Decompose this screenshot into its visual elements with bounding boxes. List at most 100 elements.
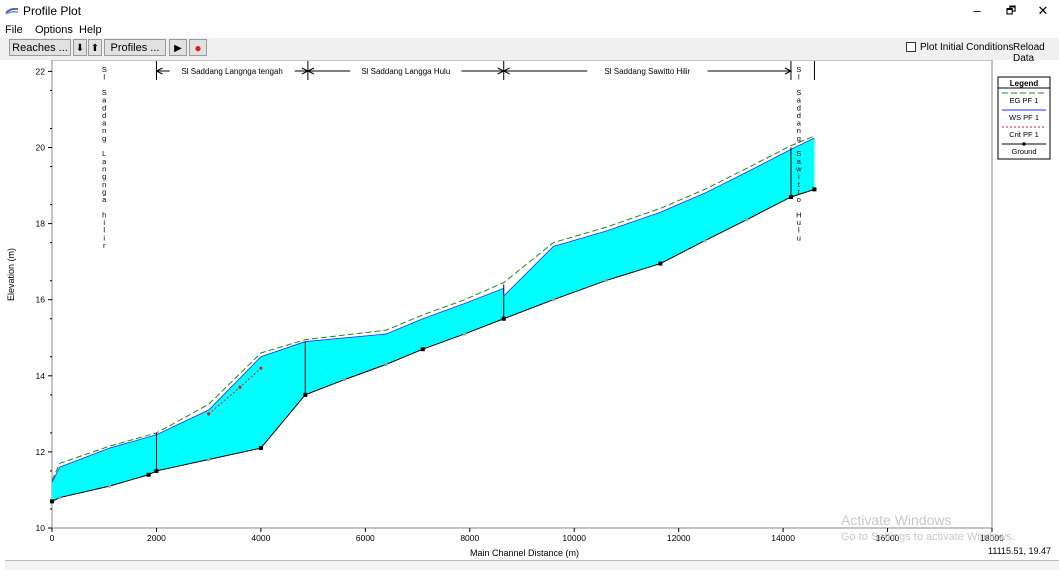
vertical-reach-label-char: S (796, 65, 801, 74)
vertical-reach-label-char: n (102, 164, 106, 173)
vertical-reach-label-char: r (103, 241, 106, 250)
water-surface-fill (52, 138, 815, 502)
y-tick-label: 20 (36, 143, 46, 153)
vertical-reach-label-char: n (797, 126, 801, 135)
toolbar: Reaches ... ⬇ ⬆ Profiles ... ▶ ● (0, 38, 1059, 60)
ground-point-marker (463, 332, 467, 336)
profile-plot-chart[interactable]: 0 2000 4000 6000 8000 10000 12000 14000 16000 180… (0, 60, 1059, 569)
x-tick-label: 6000 (356, 533, 375, 543)
vertical-reach-label-char: a (797, 96, 802, 105)
vertical-reach-label-char: u (797, 233, 801, 242)
y-tick-label: 12 (36, 447, 46, 457)
vertical-reach-label-char: l (798, 73, 800, 82)
reach-label-bg (169, 65, 295, 77)
vertical-reach-label-char: g (102, 187, 106, 196)
play-button[interactable]: ▶ (169, 39, 187, 56)
plot-initial-conditions-label: Plot Initial Conditions (920, 42, 1014, 53)
legend-entry-label: EG PF 1 (1010, 96, 1039, 105)
vertical-reach-label-char: t (798, 187, 801, 196)
vertical-reach-label-char: g (102, 172, 106, 181)
horizontal-scrollbar[interactable] (5, 560, 1059, 570)
vertical-reach-label-char: i (798, 172, 800, 181)
ground-point-marker (303, 392, 308, 397)
vertical-reach-label-char: a (797, 157, 802, 166)
up-arrow-button[interactable]: ⬆ (88, 39, 102, 56)
vertical-reach-label-char: n (102, 126, 106, 135)
close-button[interactable]: ✕ (1037, 3, 1049, 18)
ground-point-marker (658, 261, 663, 266)
window-title: Profile Plot (23, 4, 82, 18)
ground-point-marker (604, 279, 608, 283)
reach-label-bg (350, 65, 462, 77)
vertical-reach-label-char: g (797, 134, 801, 143)
profiles-button[interactable]: Profiles ... (104, 39, 166, 56)
ground-point-marker (788, 194, 793, 199)
vertical-reach-label-char: d (102, 111, 106, 120)
ground-point-marker (745, 218, 749, 222)
series-eg-pf-1 (51, 135, 815, 481)
vertical-reach-label-char: a (102, 195, 107, 204)
x-tick-label: 14000 (771, 533, 795, 543)
activate-windows-watermark: Activate Windows (841, 512, 952, 528)
vertical-reach-label-char: a (797, 119, 802, 128)
crit-point-marker (259, 366, 263, 370)
vertical-reach-label-char: d (102, 103, 106, 112)
reach-label-bg (587, 65, 708, 77)
x-tick-label: 0 (50, 533, 55, 543)
reach-label: Sl Saddang Sawitto Hilir (604, 67, 690, 76)
app-icon (5, 7, 19, 15)
ground-point-marker (107, 484, 111, 488)
y-tick-label: 10 (36, 523, 46, 533)
restore-button[interactable]: 🗗 (1005, 5, 1017, 17)
menu-help[interactable]: Help (79, 24, 102, 36)
record-button[interactable]: ● (189, 39, 207, 56)
ground-point-marker (420, 347, 425, 352)
vertical-reach-label-char: a (102, 96, 107, 105)
ground-point-marker (501, 316, 506, 321)
ground-point-marker (342, 378, 346, 382)
vertical-reach-label-char: d (797, 111, 801, 120)
vertical-reach-label-char: S (796, 88, 801, 97)
vertical-reach-label-char: o (797, 195, 801, 204)
ground-point-marker (58, 496, 62, 500)
vertical-reach-label-char: g (102, 134, 106, 143)
y-tick-label: 22 (36, 66, 46, 76)
ground-point-marker (207, 458, 211, 462)
reach-label: Sl Saddang Langga Hulu (361, 67, 450, 76)
vertical-reach-label-char: S (796, 149, 801, 158)
cursor-coordinates: 11115.51, 19.47 (988, 546, 1052, 556)
ground-point-marker (258, 446, 263, 451)
ground-point-marker (146, 472, 151, 477)
vertical-reach-label-char: a (102, 119, 107, 128)
down-arrow-button[interactable]: ⬇ (73, 39, 87, 56)
legend-entry-label: Crit PF 1 (1009, 130, 1039, 139)
vertical-reach-label-char: h (102, 210, 106, 219)
vertical-reach-label-char: i (103, 218, 105, 227)
x-tick-label: 8000 (460, 533, 479, 543)
legend-title: Legend (1010, 79, 1039, 88)
plot-initial-conditions-checkbox[interactable] (906, 42, 916, 52)
x-tick-label: 16000 (876, 533, 900, 543)
vertical-reach-label-char: i (103, 233, 105, 242)
vertical-reach-label-char: u (797, 218, 801, 227)
menu-options[interactable]: Options (35, 24, 73, 36)
menu-file[interactable]: File (5, 24, 23, 36)
minimize-button[interactable]: – (973, 3, 981, 18)
x-tick-label: 4000 (251, 533, 270, 543)
ground-point-marker (812, 187, 817, 192)
x-tick-label: 2000 (147, 533, 166, 543)
reload-data-button[interactable]: Reload Data (1013, 42, 1045, 64)
ground-point-marker (50, 499, 54, 504)
x-tick-label: 12000 (667, 533, 691, 543)
vertical-reach-label-char: d (797, 103, 801, 112)
legend-marker (1022, 142, 1026, 146)
vertical-reach-label-char: l (798, 226, 800, 235)
ground-point-marker (154, 468, 159, 473)
reaches-button[interactable]: Reaches ... (9, 39, 71, 56)
ground-point-marker (551, 298, 555, 302)
crit-point-marker (238, 385, 242, 389)
crit-point-marker (207, 412, 211, 416)
vertical-reach-label-char: l (103, 73, 105, 82)
vertical-reach-label-char: t (798, 180, 801, 189)
x-tick-label: 18000 (980, 533, 1004, 543)
